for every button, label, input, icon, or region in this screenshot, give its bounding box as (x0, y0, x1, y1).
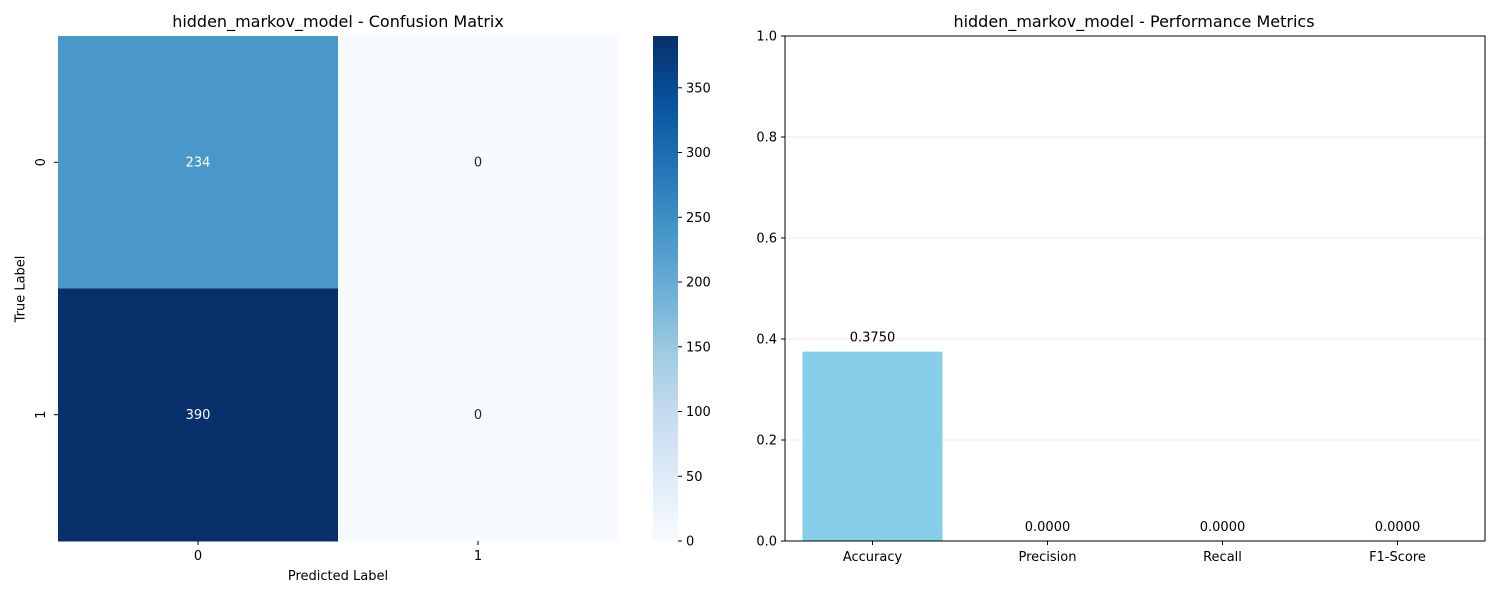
bar-x-tick-label: Accuracy (843, 550, 903, 565)
heatmap-cell (338, 288, 619, 542)
colorbar-tick-label: 350 (686, 81, 711, 96)
colorbar-gradient (653, 36, 678, 541)
bar (802, 351, 943, 541)
colorbar-tick-label: 150 (686, 340, 711, 355)
bar-y-tick-label: 1.0 (756, 30, 777, 45)
colorbar-tick-label: 250 (686, 211, 711, 226)
heatmap-xlabel: Predicted Label (287, 569, 389, 584)
bar-y-tick-label: 0.4 (756, 333, 777, 348)
heatmap-cell-label: 234 (186, 155, 211, 170)
heatmap-title: hidden_markov_model - Confusion Matrix (172, 12, 504, 31)
colorbar-tick-label: 50 (686, 470, 703, 485)
heatmap-x-tick-label: 0 (194, 549, 202, 564)
bar-x-tick-label: F1-Score (1369, 550, 1426, 565)
bar-chart: 0.0 0.2 0.4 0.6 0.8 1.0 0.3750 Accuracy 0.0000 Pr… (756, 30, 1486, 565)
heatmap-y-tick-label: 1 (34, 411, 49, 419)
bar-axes-frame (784, 35, 1486, 542)
heatmap-cell-label: 390 (186, 408, 211, 423)
colorbar-tick-label: 0 (686, 535, 694, 550)
bar-value-label: 0.3750 (850, 331, 896, 346)
bar-y-tick-label: 0.6 (756, 232, 777, 247)
colorbar-tick-label: 100 (686, 405, 711, 420)
heatmap-cell (338, 36, 619, 289)
bar-value-label: 0.0000 (1200, 520, 1246, 535)
heatmap-cell (58, 36, 339, 289)
bar-y-tick-label: 0.8 (756, 131, 777, 146)
heatmap-y-tick-label: 0 (34, 158, 49, 166)
bar-x-tick-label: Precision (1018, 550, 1076, 565)
bar-value-label: 0.0000 (1025, 520, 1071, 535)
bar-chart-title: hidden_markov_model - Performance Metric… (953, 12, 1315, 31)
colorbar-tick-label: 200 (686, 276, 711, 291)
colorbar-tick-label: 300 (686, 146, 711, 161)
bar-y-tick-label: 0.0 (756, 535, 777, 550)
bar-y-tick-label: 0.2 (756, 434, 777, 449)
heatmap-cell (58, 288, 339, 542)
colorbar: 0 50 100 150 200 250 300 350 (653, 36, 711, 550)
heatmap: 234 0 390 0 0 1 0 1 (34, 36, 619, 564)
bar-value-label: 0.0000 (1375, 520, 1421, 535)
heatmap-cell-label: 0 (474, 155, 482, 170)
heatmap-cell-label: 0 (474, 408, 482, 423)
heatmap-x-tick-label: 1 (474, 549, 482, 564)
bar-x-tick-label: Recall (1203, 550, 1242, 565)
